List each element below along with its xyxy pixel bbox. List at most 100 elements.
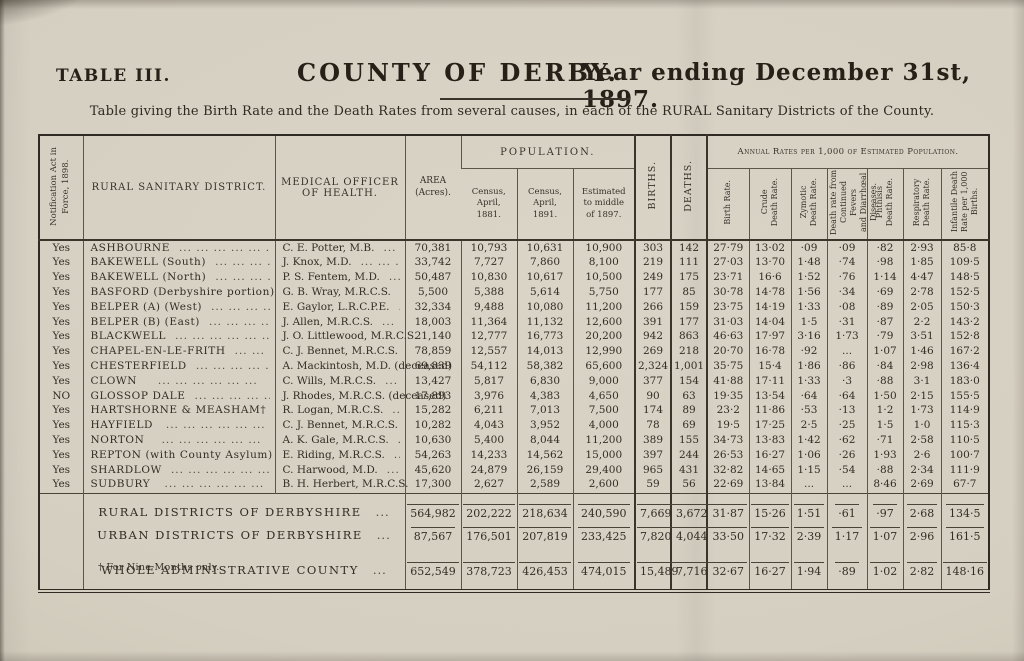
district-cell: BLACKWELL... ... ... ... ... ... [82,329,275,345]
district-cell: GLOSSOP DALE... ... ... ... ... ... [82,388,275,404]
pop1897-cell: 11,200 [572,300,636,315]
pop1891-cell: 7,860 [516,255,573,271]
birth-rate-cell: 41·88 [706,374,750,389]
continued-fevers-rate-cell: ... [826,344,868,360]
birth-rate-cell: 33·50 [706,522,750,549]
pop1897-cell: 5,750 [572,285,636,301]
dot-leader: ... ... ... ... ... ... [164,479,265,491]
infantile-rate-cell: 114·9 [940,403,990,419]
pop1891-cell: 10,617 [516,270,573,286]
birth-rate-cell: 20·70 [706,344,750,360]
pop1897-cell: 12,990 [572,344,636,360]
area-cell: 78,859 [404,344,461,360]
respiratory-rate-cell: 2·93 [902,240,942,256]
pop1881-cell: 14,233 [460,448,517,463]
crude-rate-cell: 14·78 [748,285,792,301]
pop1897-cell: 233,425 [572,522,636,549]
officer-cell: E. Gaylor, L.R.C.P.E.... ... ... ... ...… [274,300,405,315]
col-header-births: BIRTHS. [634,135,672,240]
pop1897-cell: 4,650 [572,388,636,404]
phthisis-rate-cell: 8·46 [866,477,904,494]
officer-cell: C. J. Bennet, M.R.C.S.... ... ... ... ..… [274,418,405,434]
infantile-rate-cell: 110·5 [940,433,990,449]
table-footnote: † For Nine Months only. [98,562,220,573]
zymotic-rate-cell: 1·56 [790,285,828,301]
pop1897-cell: 12,600 [572,314,636,330]
notification-cell: Yes [52,330,71,343]
notification-cell: Yes [52,345,71,358]
col-header-district: RURAL SANITARY DISTRICT. [82,135,275,240]
continued-fevers-rate-cell: ·31 [826,314,868,330]
births-cell: 177 [634,285,672,301]
area-cell: 564,982 [404,493,461,523]
deaths-cell: 7,716 [670,548,711,591]
district-cell: SHARDLOW... ... ... ... ... ... [82,462,275,478]
area-cell: 45,620 [404,462,461,478]
table-row: NO GLOSSOP DALE... ... ... ... ... ... J… [39,388,990,404]
dot-leader: ... ... ... ... ... ... [161,434,262,446]
notification-cell: Yes [52,286,71,299]
table-row: Yes BAKEWELL (South)... ... ... ... ... … [39,255,990,271]
col-header-officer: MEDICAL OFFICER OF HEALTH. [274,135,405,240]
pop1891-cell: 8,044 [516,433,573,449]
respiratory-rate-cell: 2·69 [902,477,942,494]
respiratory-rate-cell: 3·51 [902,329,942,345]
phthisis-rate-cell: 1·50 [866,388,904,404]
table-row: Yes BELPER (B) (East)... ... ... ... ...… [39,314,990,330]
births-cell: 2,324 [634,359,672,375]
birth-rate-cell: 19·35 [706,388,750,404]
district-cell: BAKEWELL (North)... ... ... ... ... ... [82,270,275,286]
pop1881-cell: 9,488 [460,300,517,315]
birth-rate-cell: 19·5 [706,418,750,434]
summary-label-cell: RURAL DISTRICTS OF DERBYSHIRE... [82,493,405,523]
district-rows: Yes ASHBOURNE... ... ... ... ... ... C. … [39,240,990,494]
infantile-rate-cell: 100·7 [940,448,990,463]
respiratory-rate-cell: 1·46 [902,344,942,360]
pop1881-cell: 5,817 [460,374,517,389]
area-cell: 32,334 [404,300,461,315]
phthisis-rate-cell: ·71 [866,433,904,449]
summary-row-whole-county: WHOLE ADMINISTRATIVE COUNTY... 652,549 3… [39,548,990,591]
pop1881-cell: 5,400 [460,433,517,449]
table-row: Yes BLACKWELL... ... ... ... ... ... J. … [39,329,990,345]
births-cell: 174 [634,403,672,419]
pop1891-cell: 2,589 [516,477,573,494]
continued-fevers-rate-cell: 1·73 [826,329,868,345]
zymotic-rate-cell: 1·5 [790,314,828,330]
continued-fevers-rate-cell: ·09 [826,240,868,256]
continued-fevers-rate-cell: ·76 [826,270,868,286]
pop1897-cell: 7,500 [572,403,636,419]
district-cell: SUDBURY... ... ... ... ... ... [82,477,275,494]
officer-cell: A. Mackintosh, M.D. (deceased)... ... ..… [274,359,452,375]
area-cell: 69,839 [404,359,461,375]
area-cell: 18,003 [404,314,461,330]
notification-cell: Yes [52,433,71,446]
births-cell: 303 [634,240,672,256]
crude-rate-cell: 17·97 [748,329,792,345]
infantile-rate-cell: 67·7 [940,477,990,494]
pop1881-cell: 24,879 [460,462,517,478]
phthisis-rate-cell: ·88 [866,374,904,389]
crude-rate-cell: 16·27 [748,548,792,591]
births-cell: 90 [634,388,672,404]
pop1881-cell: 6,211 [460,403,517,419]
dot-leader: ... ... ... ... ... ... [398,302,399,314]
officer-cell: J. O. Littlewood, M.R.C.S.... ... ... ..… [274,329,417,345]
continued-fevers-rate-cell: ·89 [826,548,868,591]
dot-leader: ... ... ... ... ... ... [234,346,270,358]
zymotic-rate-cell: ·09 [790,240,828,256]
col-header-respiratory-death-rate: Respiratory Death Rate. [902,168,942,240]
pop1891-cell: 218,634 [516,493,573,523]
dot-leader: ... ... ... ... ... ... [175,331,270,343]
col-header-deaths: DEATHS. [670,135,708,240]
pop1881-cell: 54,112 [460,359,517,375]
summary-label-cell: WHOLE ADMINISTRATIVE COUNTY... [82,548,405,591]
col-header-crude-death-rate: Crude Death Rate. [748,168,792,240]
births-cell: 377 [634,374,672,389]
title-rule [440,98,630,100]
notification-cell: Yes [52,478,71,491]
crude-rate-cell: 13·54 [748,388,792,404]
birth-rate-cell: 32·67 [706,548,750,591]
births-cell: 942 [634,329,672,345]
officer-cell: B. H. Herbert, M.R.C.S.... ... ... ... .… [274,477,408,494]
